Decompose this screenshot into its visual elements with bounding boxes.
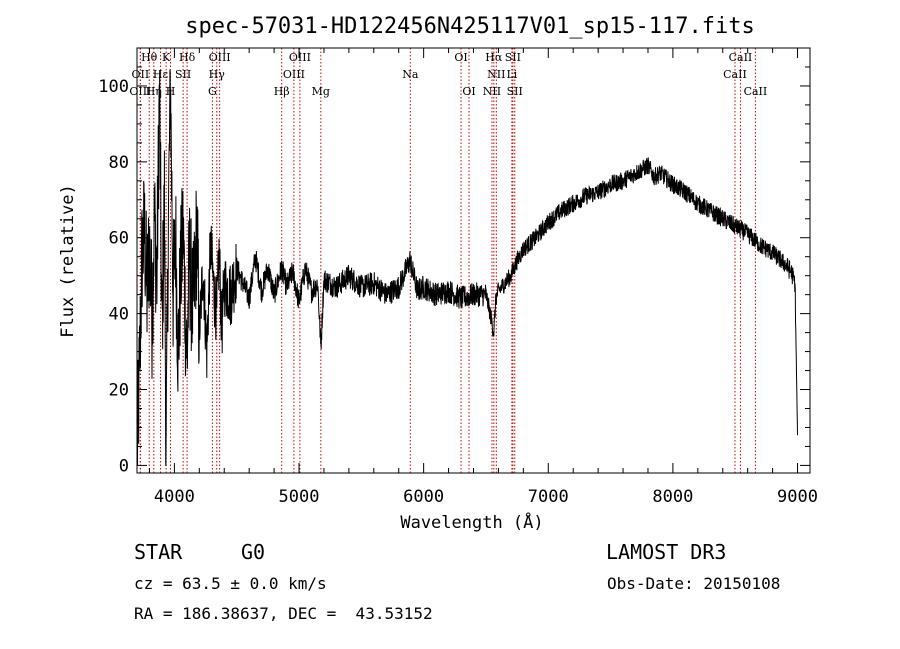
y-tick-label: 80	[109, 153, 129, 173]
spectral-line-label: Hδ	[179, 51, 196, 64]
spectral-line-label: NII	[483, 85, 501, 98]
x-tick-label: 9000	[777, 487, 818, 507]
y-tick-label: 20	[109, 381, 129, 401]
y-axis-ticks: 0 20 40 60 80 100	[98, 66, 810, 476]
spectral-line-label: Hη	[146, 85, 162, 98]
y-tick-label: 100	[98, 77, 129, 97]
plot-frame	[136, 47, 811, 474]
x-axis-label: Wavelength (Å)	[400, 511, 543, 533]
spectral-line-label: Li	[506, 68, 517, 81]
spectral-line-markers	[139, 48, 756, 473]
spectral-line-label: Hθ	[141, 51, 158, 64]
spectral-line-label: CaII	[744, 85, 768, 98]
spectral-line-label: OIII	[283, 68, 305, 81]
spectral-line-label: SII	[505, 51, 521, 64]
redshift-value: cz = 63.5 ± 0.0 km/s	[134, 574, 327, 593]
spectral-line-label: Na	[402, 68, 419, 81]
spectral-line-label: SII	[507, 85, 523, 98]
spectral-line-label: Hβ	[274, 85, 290, 98]
x-tick-label: 7000	[528, 487, 569, 507]
spectral-line-label: OII	[132, 68, 150, 81]
spectral-subclass: G0	[241, 540, 266, 564]
spectral-line-label: Mg	[312, 85, 330, 98]
spectral-line-label: OI	[454, 51, 467, 64]
spectral-line-label: OIII	[289, 51, 311, 64]
spectral-line-label: CaII	[729, 51, 753, 64]
spectral-line-label: OI	[462, 85, 475, 98]
spectral-line-label: Hα	[485, 51, 503, 64]
y-tick-label: 60	[109, 229, 129, 249]
spectral-line-label: K	[162, 51, 171, 64]
spectral-line-label: Hγ	[209, 68, 226, 81]
sky-coordinates: RA = 186.38637, DEC = 43.53152	[134, 604, 433, 623]
x-axis-ticks: 4000 5000 6000 7000 8000 9000	[148, 48, 818, 507]
y-tick-label: 40	[109, 305, 129, 325]
spectral-line-label: G	[208, 85, 217, 98]
chart-title: spec-57031-HD122456N425117V01_sp15-117.f…	[185, 14, 755, 39]
spectral-line-label: CaII	[723, 68, 747, 81]
y-axis-label: Flux (relative)	[58, 184, 78, 338]
spectral-line-label: OIII	[129, 85, 151, 98]
object-class: STAR	[134, 540, 183, 564]
observation-date: Obs-Date: 20150108	[607, 574, 781, 593]
spectral-line-label: SII	[175, 68, 191, 81]
x-tick-label: 5000	[279, 487, 320, 507]
y-tick-label: 0	[119, 456, 129, 476]
spectral-line-label: NII	[487, 68, 505, 81]
x-tick-label: 6000	[403, 487, 444, 507]
spectral-line-label: Hε	[153, 68, 169, 81]
spectrum-series-line	[136, 69, 798, 466]
survey-name: LAMOST DR3	[606, 540, 727, 564]
x-tick-label: 4000	[154, 487, 195, 507]
x-tick-label: 8000	[652, 487, 693, 507]
spectral-line-label: OIII	[209, 51, 231, 64]
